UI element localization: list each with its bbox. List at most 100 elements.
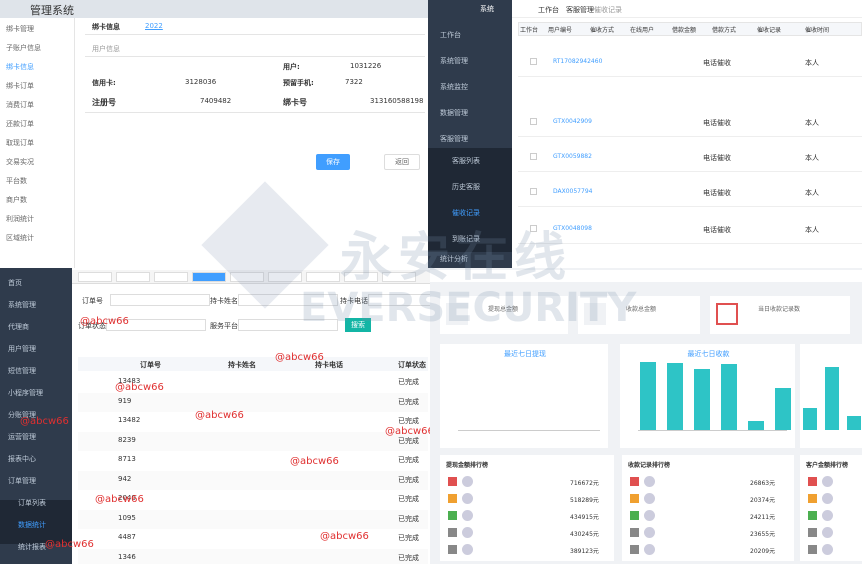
menu-item[interactable]: 消费订单: [6, 101, 34, 109]
cell-id[interactable]: GTX0042909: [553, 118, 592, 125]
rank-value: 20209元: [750, 548, 776, 555]
column-header: 催收时间: [805, 27, 830, 34]
watermark-en: EVERSECURITY: [300, 285, 637, 331]
menu-item[interactable]: 数据管理: [440, 109, 468, 117]
menu-item[interactable]: 历史客服: [452, 183, 480, 191]
rank-value: 434915元: [570, 514, 599, 521]
avatar: [644, 544, 655, 555]
button[interactable]: 返回: [384, 154, 420, 170]
cell-order: 942: [118, 474, 132, 483]
cell-status: 已完成: [398, 514, 419, 523]
menu-item[interactable]: 代理商: [8, 323, 29, 331]
rank-badge: [448, 494, 457, 503]
rank-badge: [808, 511, 817, 520]
menu-item[interactable]: 绑卡信息: [6, 63, 34, 71]
rank-card: [800, 455, 862, 561]
cell-method: 电话催收: [703, 189, 731, 197]
column-header: 订单号: [140, 361, 161, 369]
menu-item[interactable]: 客服列表: [452, 157, 480, 165]
row-line: [518, 243, 862, 244]
row-bg: [78, 470, 428, 490]
menu-item[interactable]: 运营管理: [8, 433, 36, 441]
stat-icon: [716, 303, 738, 325]
bar: [775, 388, 791, 430]
checkbox: [530, 58, 537, 65]
menu-item[interactable]: 小程序管理: [8, 389, 43, 397]
menu-item[interactable]: 系统管理: [8, 301, 36, 309]
checkbox: [530, 153, 537, 160]
menu-item[interactable]: 商户数: [6, 196, 27, 204]
tag-watermark: @abcw66: [275, 352, 324, 363]
bar: [803, 408, 817, 430]
search-button[interactable]: 搜索: [345, 318, 371, 332]
menu-item[interactable]: 还款订单: [6, 120, 34, 128]
cell-id[interactable]: DAX0057794: [553, 188, 593, 195]
avatar: [462, 510, 473, 521]
cell-id[interactable]: RT17082942460: [553, 58, 603, 65]
menu-item[interactable]: 客服管理: [440, 135, 468, 143]
rank-value: 23655元: [750, 531, 776, 538]
cell-status: 已完成: [398, 534, 419, 542]
menu-item[interactable]: 分账管理: [8, 411, 36, 419]
menu-item[interactable]: 订单管理: [8, 477, 36, 485]
column-header: 借款金额: [672, 27, 697, 34]
bar: [721, 363, 737, 430]
menu-item[interactable]: 绑卡管理: [6, 25, 34, 33]
link[interactable]: 2022: [145, 22, 163, 30]
menu-item[interactable]: 工作台: [440, 31, 461, 39]
submenu-bg: [0, 522, 72, 544]
stat-label: 当日收款记录数: [758, 306, 801, 313]
cell-id[interactable]: GTX0059882: [553, 153, 592, 160]
rank-badge: [808, 545, 817, 554]
watermark-cn: 永安在线: [340, 228, 573, 288]
menu-item[interactable]: 取现订单: [6, 139, 34, 147]
menu-item[interactable]: 系统管理: [440, 57, 468, 65]
menu-item[interactable]: 首页: [8, 279, 22, 287]
cell-id[interactable]: GTX0048098: [553, 225, 592, 232]
tab: [382, 272, 416, 282]
filter-label: 持卡电话: [340, 297, 368, 305]
menu-item[interactable]: 系统监控: [440, 83, 468, 91]
rank-badge: [630, 477, 639, 486]
menu-item[interactable]: 区域统计: [6, 234, 34, 242]
field-value: 1031226: [350, 62, 382, 70]
button[interactable]: 保存: [316, 154, 350, 170]
menu-item[interactable]: 催收记录: [452, 209, 480, 217]
menu-item[interactable]: 短信管理: [8, 367, 36, 375]
rank-value: 24211元: [750, 514, 776, 521]
menu-item[interactable]: 到账记录: [452, 235, 480, 243]
tab: [306, 272, 340, 282]
row-line: [518, 171, 862, 172]
column-header: 持卡电话: [315, 361, 343, 369]
bar: [694, 368, 710, 430]
menu-item[interactable]: 统计分析: [440, 255, 468, 263]
menu-item[interactable]: 平台数: [6, 177, 27, 185]
filter-label: 持卡姓名: [210, 297, 238, 305]
menu-item[interactable]: 交易实况: [6, 158, 34, 166]
rank-title: 客户金额排行榜: [806, 462, 849, 469]
field-value: 313160588198: [370, 97, 424, 105]
tag-watermark: @abcw66: [45, 539, 94, 550]
divider: [85, 34, 425, 35]
menu-item[interactable]: 利润统计: [6, 215, 34, 223]
menu-item[interactable]: 绑卡订单: [6, 82, 34, 90]
menu-item[interactable]: 子账户信息: [6, 44, 41, 52]
bar: [847, 415, 861, 430]
filter-label: 订单号: [82, 297, 103, 305]
menu-item[interactable]: 用户管理: [8, 345, 36, 353]
row-line: [518, 206, 862, 207]
bar: [825, 366, 839, 430]
menu-item[interactable]: 订单列表: [18, 499, 46, 507]
avatar: [462, 527, 473, 538]
menu-item[interactable]: 统计报表: [18, 543, 46, 551]
row-bg: [78, 431, 428, 451]
field-label: 注册号: [92, 98, 116, 107]
avatar: [822, 493, 833, 504]
menu-item[interactable]: 数据统计: [18, 521, 46, 529]
chart-title: 最近七日提现: [504, 350, 546, 358]
rank-title: 收款记录排行榜: [628, 462, 671, 469]
bar: [748, 421, 764, 430]
stat-label: 收款总金额: [626, 306, 657, 313]
tag-watermark: @abcw66: [115, 382, 164, 393]
menu-item[interactable]: 报表中心: [8, 455, 36, 463]
